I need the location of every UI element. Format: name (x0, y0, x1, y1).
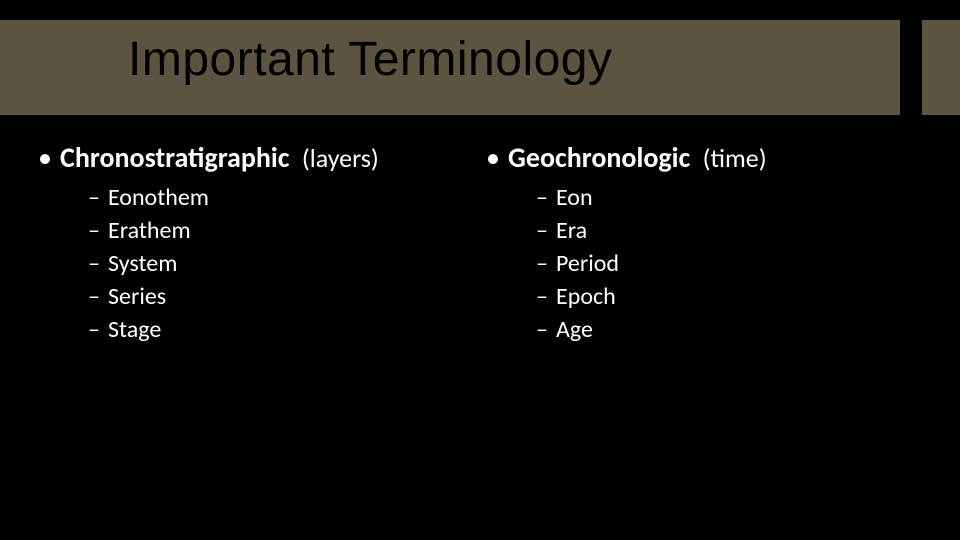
dash-icon: – (536, 315, 556, 344)
list-item: – Period (536, 249, 924, 278)
list-item: – System (88, 249, 476, 278)
dash-icon: – (88, 216, 108, 245)
list-item: – Eonothem (88, 183, 476, 212)
list-item-label: System (108, 249, 177, 278)
column-heading: Geochronologic (508, 140, 690, 175)
list-item: – Epoch (536, 282, 924, 311)
slide-title: Important Terminology (128, 32, 613, 87)
dash-icon: – (536, 249, 556, 278)
column-note: (layers) (302, 142, 379, 174)
dash-icon: – (88, 282, 108, 311)
list-item: – Erathem (88, 216, 476, 245)
list-item: – Series (88, 282, 476, 311)
list-item: – Age (536, 315, 924, 344)
list-item-label: Epoch (556, 282, 616, 311)
list-item-label: Eonothem (108, 183, 209, 212)
column-note: (time) (703, 142, 767, 174)
bullet-level1: • Chronostratigraphic (layers) (36, 140, 476, 175)
dash-icon: – (88, 315, 108, 344)
dash-icon: – (88, 249, 108, 278)
dash-icon: – (88, 183, 108, 212)
list-item-label: Eon (556, 183, 593, 212)
bullet-dot: • (484, 140, 508, 175)
list-item-label: Erathem (108, 216, 191, 245)
list-item: – Eon (536, 183, 924, 212)
list-item-label: Stage (108, 315, 161, 344)
dash-icon: – (536, 183, 556, 212)
list-item-label: Series (108, 282, 166, 311)
column-heading: Chronostratigraphic (60, 140, 290, 175)
dash-icon: – (536, 282, 556, 311)
list-item: – Era (536, 216, 924, 245)
content-area: • Chronostratigraphic (layers) – Eonothe… (36, 140, 924, 348)
title-band-accent (900, 20, 922, 115)
list-item-label: Age (556, 315, 593, 344)
dash-icon: – (536, 216, 556, 245)
bullet-level1: • Geochronologic (time) (484, 140, 924, 175)
sub-list: – Eon – Era – Period – Epoch – Age (536, 183, 924, 344)
list-item-label: Period (556, 249, 619, 278)
bullet-dot: • (36, 140, 60, 175)
column-left: • Chronostratigraphic (layers) – Eonothe… (36, 140, 476, 348)
sub-list: – Eonothem – Erathem – System – Series –… (88, 183, 476, 344)
list-item: – Stage (88, 315, 476, 344)
list-item-label: Era (556, 216, 587, 245)
column-right: • Geochronologic (time) – Eon – Era – Pe… (484, 140, 924, 348)
